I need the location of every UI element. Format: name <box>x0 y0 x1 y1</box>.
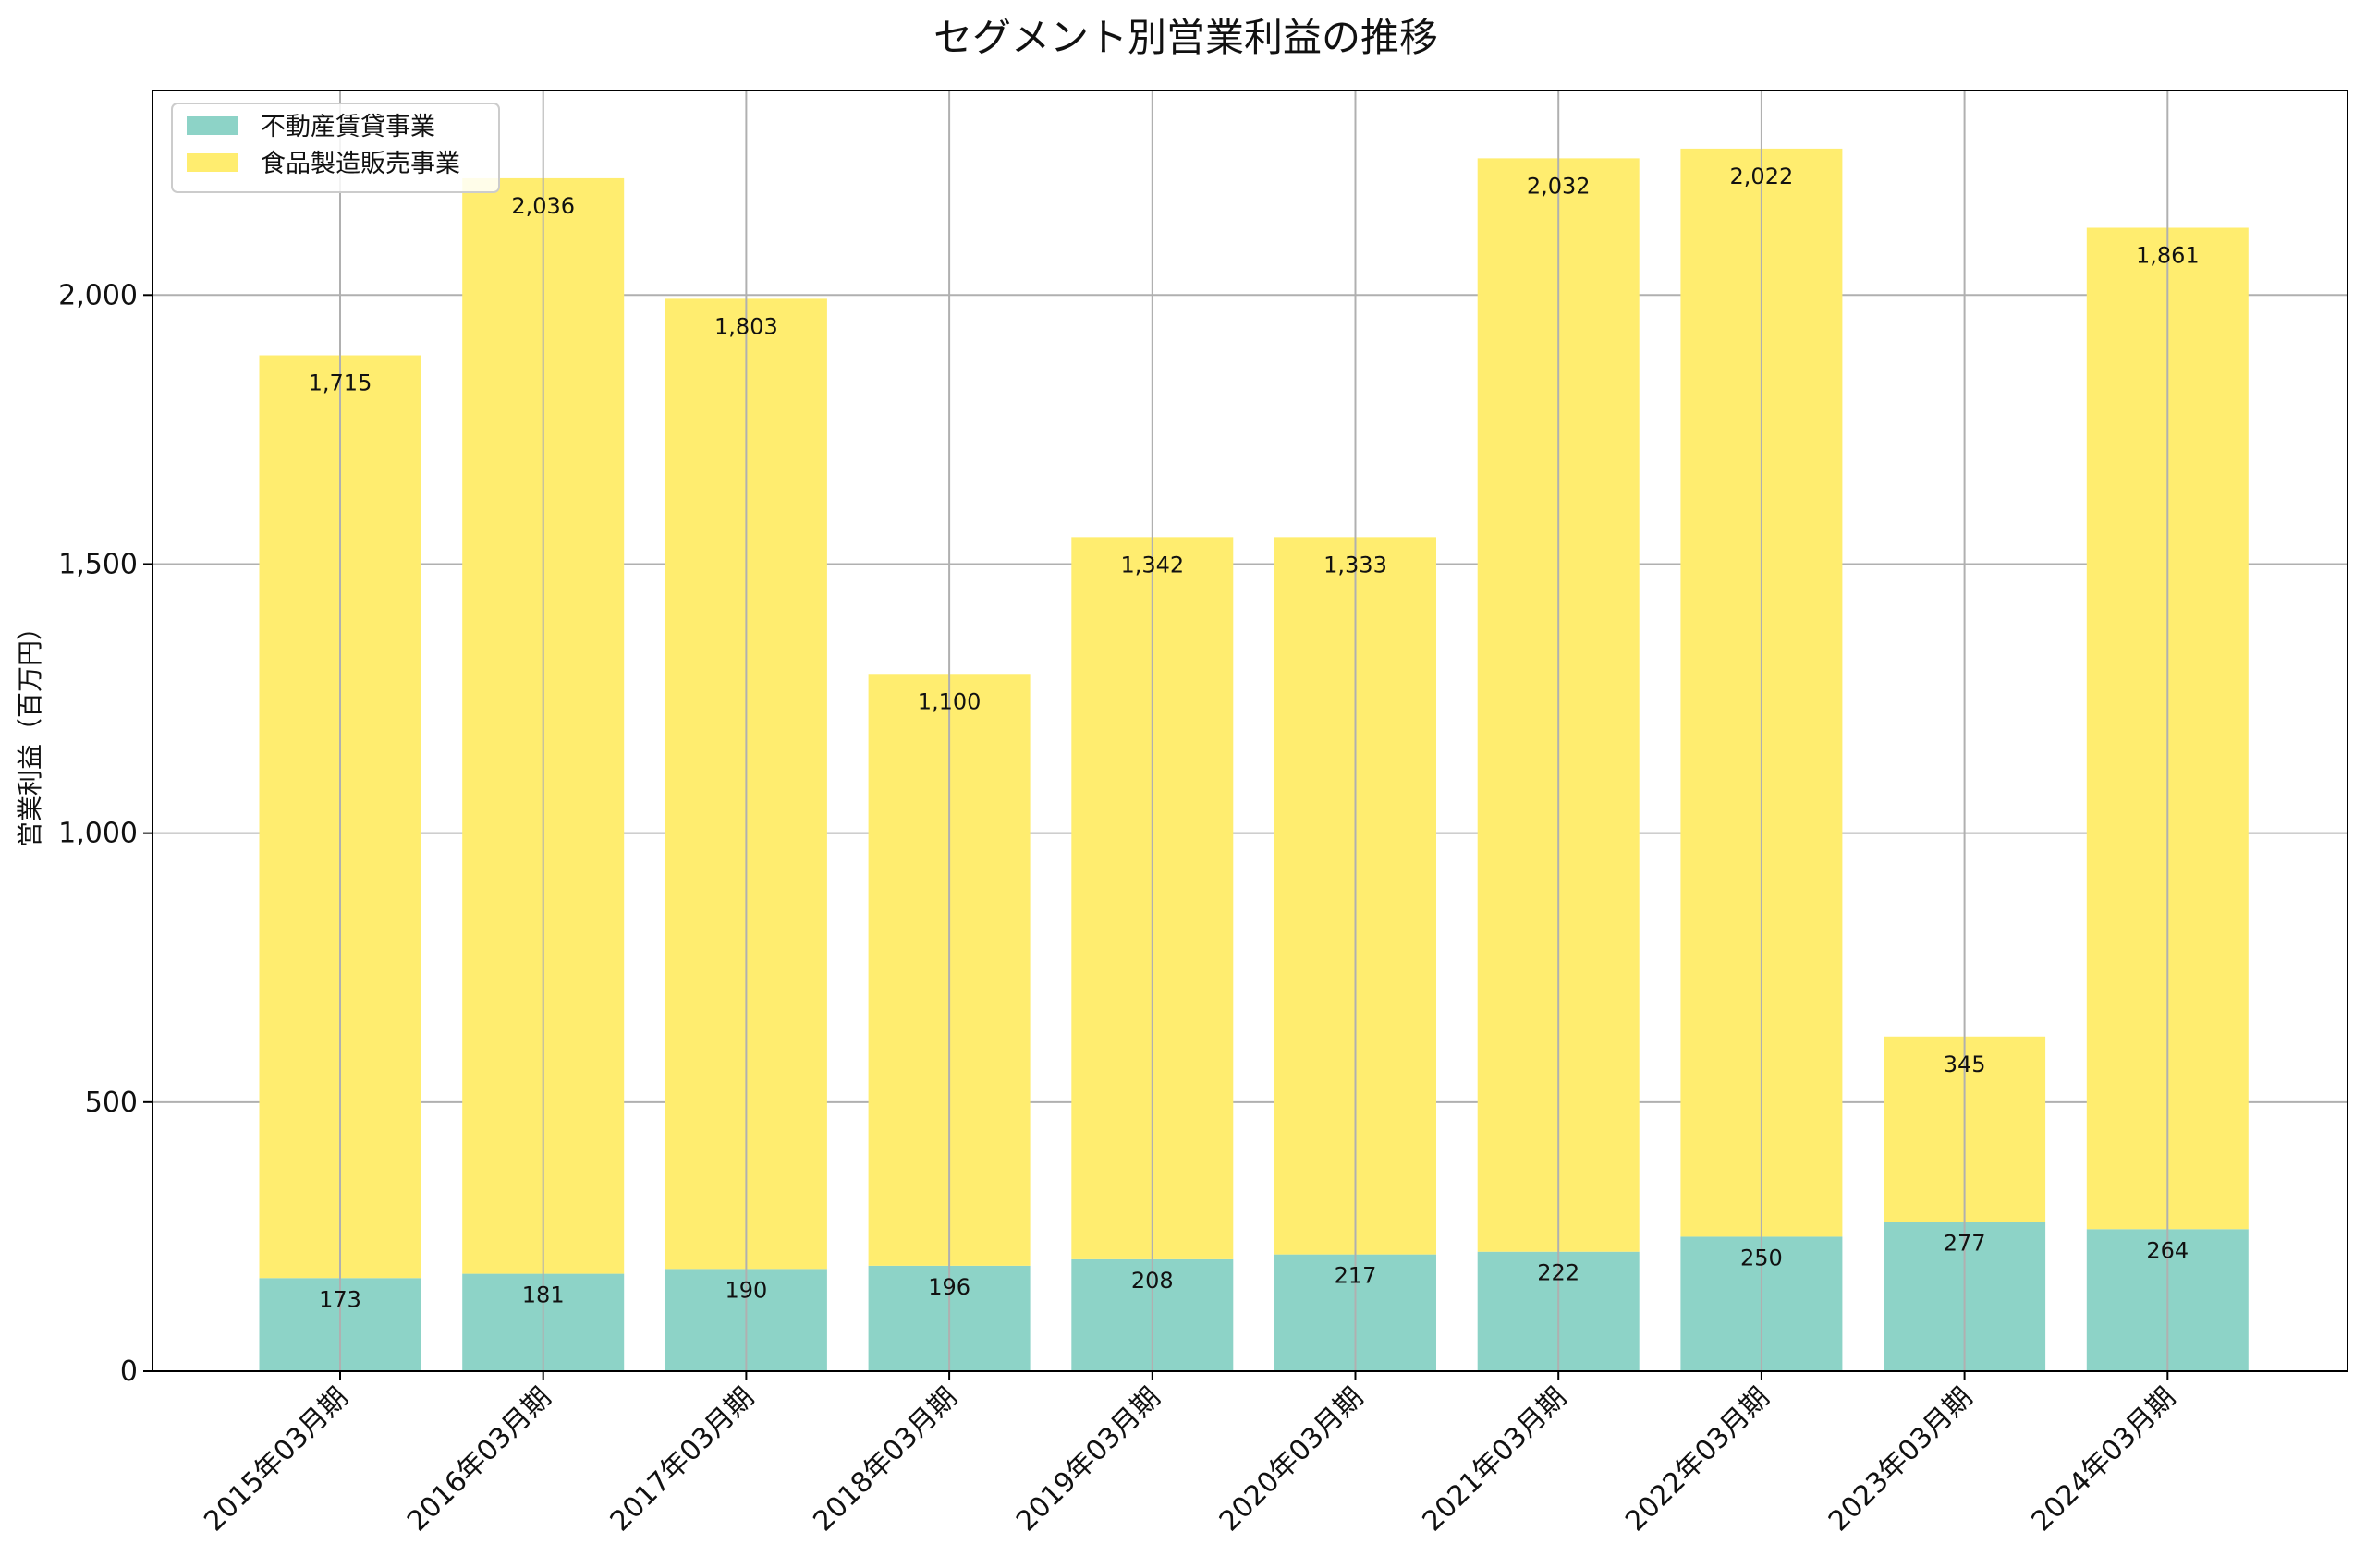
y-axis: 0 500 1,000 1,500 2,000 <box>58 279 152 1388</box>
x-tick-label: 2015年03月期 <box>198 1381 354 1538</box>
legend-swatch <box>187 116 238 135</box>
y-tick-label: 0 <box>120 1355 138 1388</box>
data-label-real-estate: 217 <box>1335 1263 1377 1289</box>
x-tick-label: 2022年03月期 <box>1619 1381 1775 1538</box>
x-tick-label: 2018年03月期 <box>807 1381 963 1538</box>
data-label-real-estate: 277 <box>1944 1231 1986 1257</box>
x-axis: 2015年03月期 2016年03月期 2017年03月期 2018年03月期 2019… <box>198 1371 2182 1538</box>
data-label-food-manufacturing: 1,342 <box>1120 552 1184 577</box>
legend-box <box>171 103 500 193</box>
x-tick-label: 2021年03月期 <box>1416 1381 1572 1538</box>
data-label-food-manufacturing: 1,100 <box>918 688 982 714</box>
x-tick-label: 2020年03月期 <box>1213 1381 1370 1538</box>
legend-swatch <box>187 153 238 172</box>
legend-label: 食品製造販売事業 <box>261 150 460 178</box>
data-label-food-manufacturing: 2,032 <box>1527 173 1591 199</box>
y-tick-label: 500 <box>85 1087 138 1119</box>
y-tick-label: 2,000 <box>58 279 138 311</box>
y-tick-label: 1,500 <box>58 548 138 580</box>
data-label-real-estate: 264 <box>2146 1237 2189 1263</box>
x-tick-label: 2016年03月期 <box>401 1381 557 1538</box>
bars <box>259 148 2249 1371</box>
data-label-food-manufacturing: 2,022 <box>1730 164 1794 189</box>
data-labels: 173 1,715 181 2,036 190 1,803 196 1,100 208 1,342… <box>309 164 2200 1312</box>
data-label-real-estate: 190 <box>725 1277 767 1303</box>
data-label-food-manufacturing: 345 <box>1944 1051 1986 1077</box>
data-label-food-manufacturing: 1,333 <box>1323 552 1387 577</box>
data-label-food-manufacturing: 1,803 <box>714 313 778 339</box>
y-axis-title: 営業利益（百万円） <box>15 614 45 847</box>
data-label-real-estate: 181 <box>522 1282 565 1308</box>
legend-label: 不動産賃貸事業 <box>261 113 435 141</box>
data-label-food-manufacturing: 2,036 <box>511 193 575 219</box>
plot-frame <box>152 90 2348 1372</box>
x-tick-label: 2023年03月期 <box>1823 1381 1979 1538</box>
data-label-food-manufacturing: 1,715 <box>309 371 372 396</box>
data-label-real-estate: 208 <box>1131 1268 1174 1294</box>
y-tick-label: 1,000 <box>58 818 138 850</box>
vertical-grid-lines <box>339 91 2169 1371</box>
x-tick-label: 2019年03月期 <box>1010 1381 1166 1538</box>
data-label-real-estate: 250 <box>1740 1245 1783 1270</box>
data-label-real-estate: 196 <box>928 1274 970 1300</box>
x-tick-label: 2017年03月期 <box>604 1381 761 1538</box>
chart-title: セグメント別営業利益の推移 <box>933 15 1438 60</box>
data-label-real-estate: 222 <box>1537 1260 1579 1286</box>
x-tick-label: 2024年03月期 <box>2026 1381 2182 1538</box>
data-label-real-estate: 173 <box>319 1286 361 1312</box>
data-label-food-manufacturing: 1,861 <box>2136 243 2200 269</box>
